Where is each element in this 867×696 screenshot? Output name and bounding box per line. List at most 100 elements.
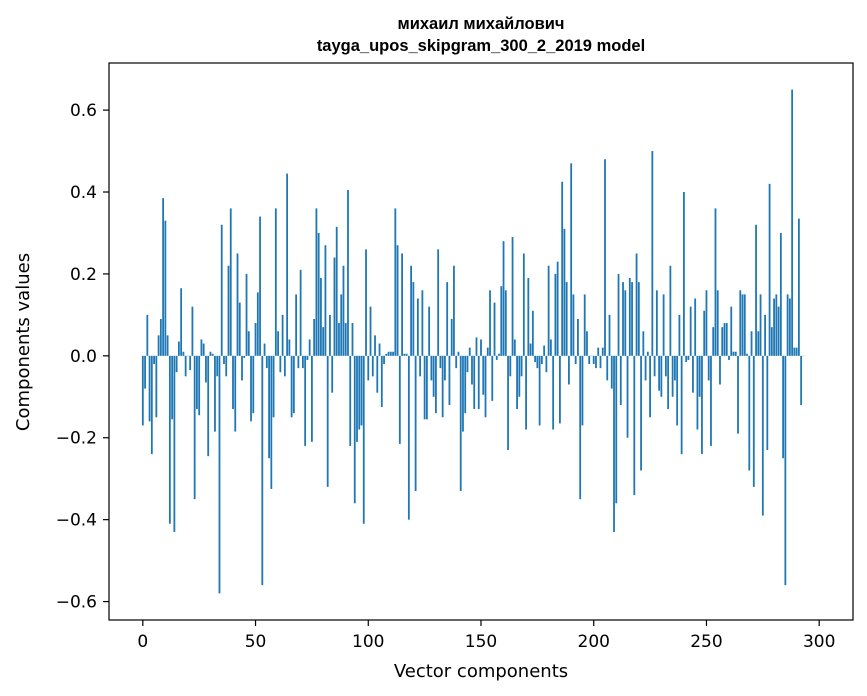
- bar-103: [374, 335, 376, 356]
- bar-252: [710, 355, 712, 446]
- bar-246: [696, 355, 699, 430]
- bar-0: [141, 355, 144, 426]
- x-axis-label: Vector components: [394, 661, 568, 682]
- bar-78: [317, 232, 320, 356]
- bar-162: [507, 355, 509, 451]
- bar-32: [214, 355, 216, 432]
- bar-153: [486, 347, 489, 356]
- bar-261: [730, 306, 733, 356]
- bar-106: [380, 355, 383, 408]
- bar-207: [608, 314, 611, 356]
- bar-23: [193, 355, 196, 500]
- bar-213: [622, 282, 624, 356]
- x-tick-label: 200: [578, 632, 610, 652]
- bar-265: [739, 290, 742, 356]
- bar-178: [543, 345, 546, 356]
- bar-13: [171, 355, 174, 420]
- bar-96: [358, 355, 361, 430]
- bar-145: [468, 347, 471, 356]
- bar-98: [362, 355, 365, 524]
- bar-122: [416, 298, 419, 356]
- bar-224: [646, 351, 649, 356]
- bar-237: [676, 355, 679, 426]
- bar-86: [335, 226, 338, 356]
- bar-216: [628, 278, 631, 356]
- bar-218: [633, 355, 636, 496]
- bar-274: [759, 294, 762, 356]
- bar-28: [205, 355, 207, 383]
- bar-84: [331, 355, 334, 393]
- bar-283: [779, 232, 782, 356]
- bar-254: [714, 208, 717, 356]
- bar-93: [351, 323, 354, 356]
- bar-21: [189, 355, 192, 371]
- chart-title: михаил михайлович: [398, 15, 565, 33]
- bar-236: [673, 355, 676, 381]
- bar-206: [606, 355, 609, 381]
- bar-22: [191, 306, 194, 356]
- bar-43: [238, 302, 241, 356]
- bar-89: [342, 265, 345, 356]
- bar-75: [311, 355, 313, 442]
- bar-113: [396, 245, 399, 356]
- bar-197: [586, 331, 588, 356]
- y-axis-label: Components values: [13, 253, 34, 431]
- bar-126: [425, 355, 428, 420]
- bar-112: [394, 208, 397, 356]
- bar-90: [344, 323, 347, 356]
- bar-91: [347, 189, 349, 356]
- bar-217: [631, 282, 633, 356]
- bar-273: [757, 331, 760, 356]
- bar-200: [592, 355, 595, 365]
- bar-196: [583, 294, 586, 356]
- bar-104: [376, 355, 379, 393]
- bar-141: [459, 355, 462, 491]
- bar-154: [489, 290, 491, 356]
- bar-209: [613, 355, 615, 532]
- bar-111: [392, 351, 394, 356]
- bar-149: [477, 355, 480, 410]
- bar-146: [471, 355, 473, 385]
- bar-45: [243, 355, 246, 358]
- bar-191: [572, 294, 575, 356]
- bar-220: [637, 282, 640, 356]
- bar-56: [268, 355, 270, 459]
- bar-289: [793, 347, 796, 356]
- bar-281: [775, 294, 778, 356]
- bar-6: [155, 355, 158, 418]
- bar-48: [250, 355, 252, 422]
- bar-271: [752, 355, 755, 487]
- bar-24: [196, 355, 198, 410]
- y-tick-label: −0.6: [56, 593, 97, 613]
- bar-285: [784, 355, 787, 586]
- bar-152: [484, 355, 487, 418]
- bar-52: [259, 216, 261, 356]
- bar-105: [378, 343, 381, 356]
- bar-10: [164, 220, 167, 356]
- bar-243: [689, 306, 692, 356]
- bar-110: [389, 351, 392, 356]
- bar-194: [579, 355, 582, 500]
- bar-171: [527, 278, 530, 356]
- bar-189: [568, 355, 570, 385]
- bar-50: [254, 323, 257, 356]
- bar-259: [725, 323, 728, 356]
- bar-279: [770, 327, 773, 356]
- bar-263: [734, 351, 737, 356]
- bar-168: [520, 355, 523, 377]
- bar-128: [430, 355, 433, 381]
- bar-203: [599, 355, 602, 369]
- bar-94: [353, 355, 356, 504]
- bar-264: [737, 355, 739, 434]
- bar-184: [556, 261, 559, 356]
- bar-160: [502, 241, 505, 356]
- bar-163: [509, 355, 512, 377]
- bar-108: [385, 353, 388, 356]
- bar-260: [728, 355, 730, 360]
- bar-18: [182, 351, 185, 356]
- bar-280: [773, 298, 775, 356]
- y-tick-label: 0.2: [70, 265, 97, 285]
- bar-193: [577, 318, 579, 356]
- bar-16: [177, 341, 180, 356]
